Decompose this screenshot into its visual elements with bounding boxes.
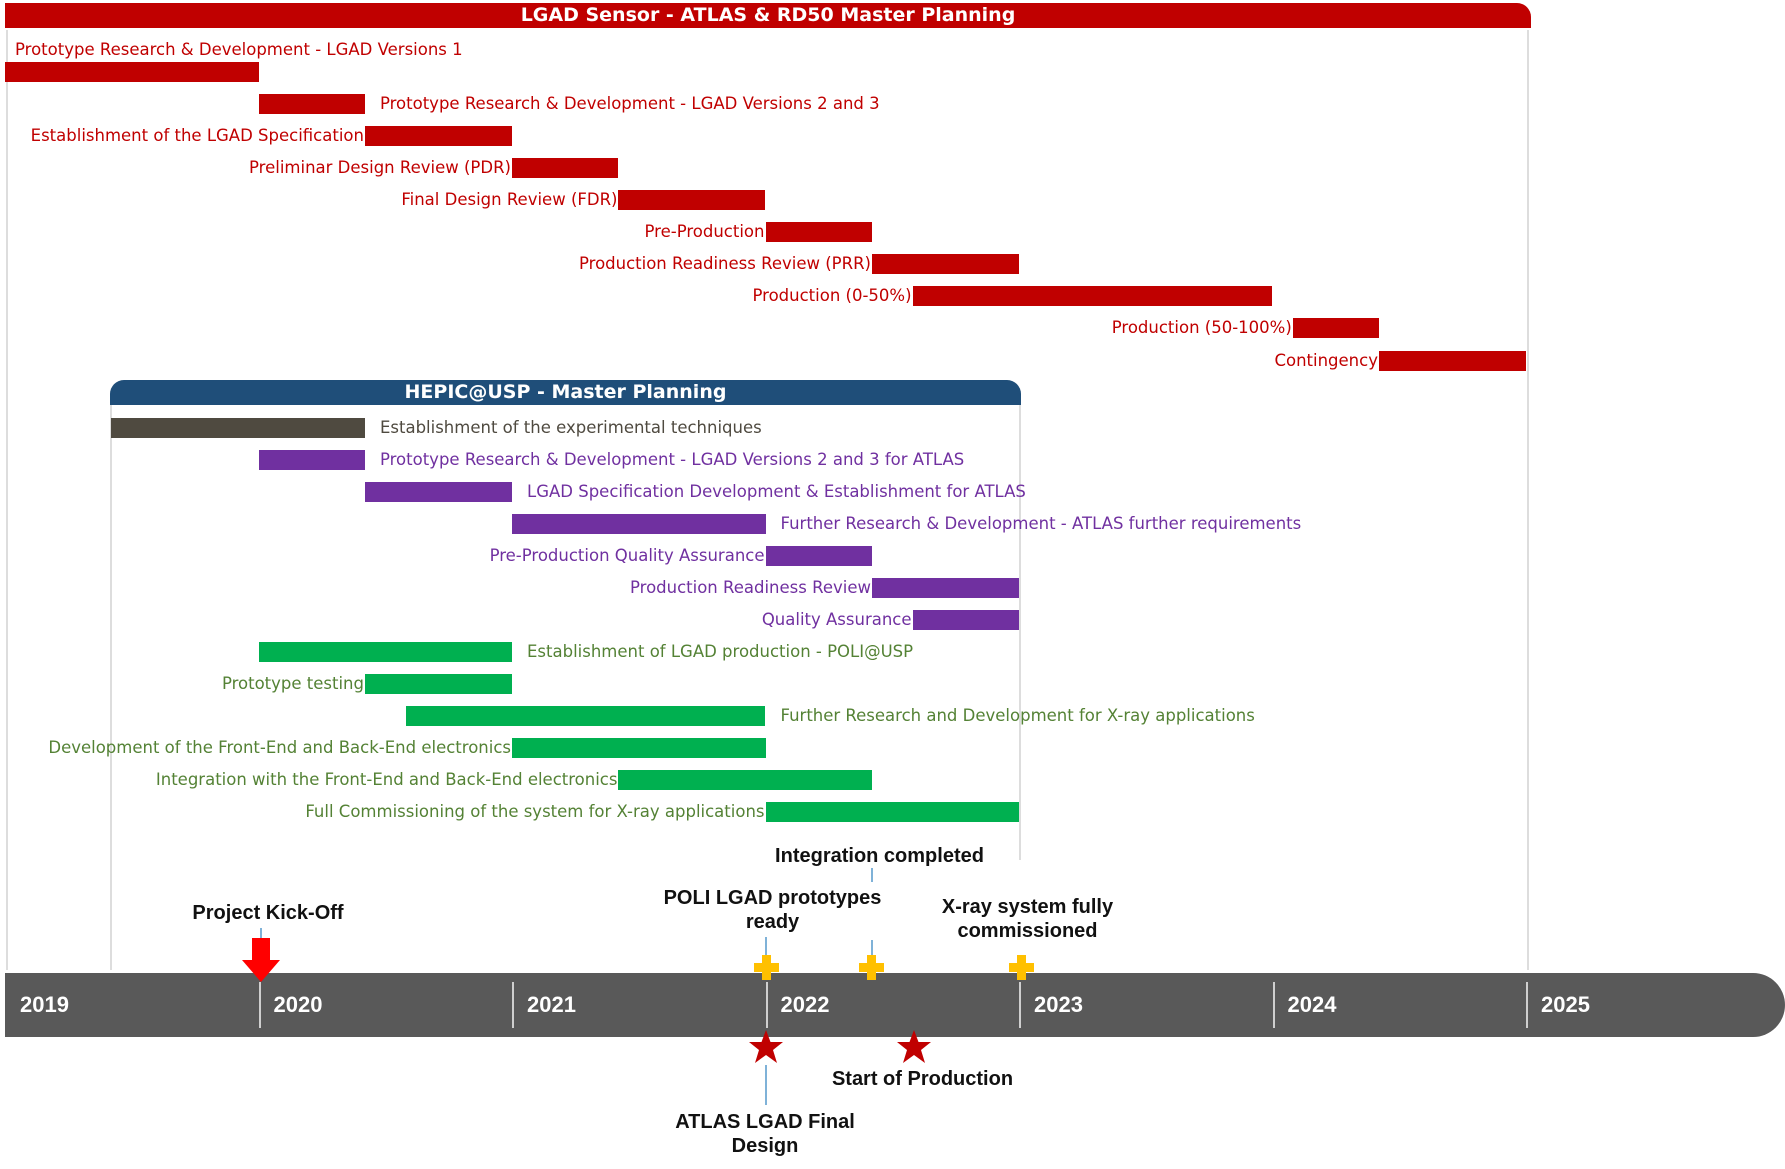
year-separator [258, 982, 261, 1028]
atlas-plan-header: LGAD Sensor - ATLAS & RD50 Master Planni… [5, 3, 1531, 28]
kickoff-arrow-icon [242, 938, 280, 982]
hepic-task-label: Quality Assurance [761, 610, 912, 629]
atlas-final-connector [765, 1065, 767, 1105]
atlas-left-guide [6, 30, 8, 970]
atlas-task-bar [5, 62, 259, 82]
hepic-task-label: Prototype Research & Development - LGAD … [379, 450, 965, 469]
hepic-plan-title: HEPIC@USP - Master Planning [404, 381, 727, 403]
hepic-task-bar [765, 802, 1019, 822]
hepic-task-bar [512, 738, 766, 758]
atlas-task-label: Contingency [1274, 351, 1378, 370]
hepic-task-bar [765, 546, 872, 566]
hepic-left-guide [110, 400, 112, 970]
year-label: 2019 [20, 992, 69, 1017]
hepic-task-label: Production Readiness Review [629, 578, 871, 597]
integration-label: Integration completed [775, 845, 984, 867]
hepic-task-bar [871, 578, 1019, 598]
atlas-task-label: Prototype Research & Development - LGAD … [15, 40, 463, 59]
hepic-task-label: Integration with the Front-End and Back-… [155, 770, 618, 789]
poli-prototypes-label-line2: ready [745, 911, 800, 933]
year-separator [1272, 982, 1275, 1028]
atlas-task-bar [512, 158, 619, 178]
hepic-task-bar [405, 706, 766, 726]
atlas-task-bar [364, 126, 512, 146]
atlas-final-label: ATLAS LGAD Final Design [660, 1110, 870, 1158]
hepic-task-label: Establishment of LGAD production - POLI@… [527, 642, 914, 661]
year-label: 2020 [273, 992, 323, 1017]
hepic-task-bar [912, 610, 1019, 630]
poli-prototypes-label: POLI LGAD prototypes ready [640, 886, 905, 934]
hepic-task-bar [364, 674, 512, 694]
atlas-task-bar [258, 94, 365, 114]
atlas-task-bar [765, 222, 872, 242]
hepic-task-bar [618, 770, 872, 790]
integration-lower-connector [871, 940, 873, 955]
atlas-task-bar [912, 286, 1273, 306]
kickoff-label: Project Kick-Off [192, 902, 344, 924]
xray-label-line1: X-ray system fully [941, 896, 1114, 918]
hepic-task-label: Further Research & Development - ATLAS f… [780, 514, 1302, 533]
year-label: 2023 [1034, 992, 1083, 1017]
hepic-task-label: Development of the Front-End and Back-En… [48, 738, 511, 757]
hepic-task-label: LGAD Specification Development & Establi… [527, 482, 1026, 501]
atlas-task-label: Final Design Review (FDR) [401, 190, 618, 209]
hepic-task-bar [364, 482, 512, 502]
atlas-task-label: Production (50-100%) [1111, 318, 1292, 337]
year-separator [765, 982, 768, 1028]
year-separator [512, 982, 514, 1028]
year-axis [5, 973, 1785, 1037]
atlas-task-label: Production Readiness Review (PRR) [578, 254, 871, 273]
year-separator [1526, 982, 1528, 1028]
atlas-plan-title: LGAD Sensor - ATLAS & RD50 Master Planni… [520, 4, 1016, 26]
hepic-task-bar [512, 514, 766, 534]
year-label: 2022 [780, 992, 830, 1017]
atlas-task-label: Pre-Production [644, 222, 765, 241]
year-separator [1019, 982, 1021, 1028]
atlas-task-bar [871, 254, 1019, 274]
integration-marker-icon [859, 955, 884, 980]
hepic-plan-header: HEPIC@USP - Master Planning [110, 380, 1021, 405]
atlas-task-label: Preliminar Design Review (PDR) [249, 158, 511, 177]
hepic-task-bar [111, 418, 365, 438]
atlas-task-label: Production (0-50%) [752, 286, 912, 305]
atlas-task-bar [1292, 318, 1379, 338]
atlas-final-label-line2: Design [731, 1135, 799, 1157]
year-label: 2021 [527, 992, 576, 1017]
hepic-task-bar [258, 642, 512, 662]
atlas-task-label: Establishment of the LGAD Specification [30, 126, 364, 145]
production-start-label: Start of Production [831, 1068, 1014, 1090]
atlas-final-star-icon [749, 1030, 783, 1063]
atlas-task-label: Prototype Research & Development - LGAD … [379, 94, 880, 113]
hepic-task-bar [258, 450, 365, 470]
atlas-task-bar [618, 190, 766, 210]
hepic-task-label: Pre-Production Quality Assurance [489, 546, 765, 565]
production-start-star-icon [897, 1030, 931, 1063]
hepic-task-label: Full Commissioning of the system for X-r… [305, 802, 765, 821]
hepic-right-guide [1019, 400, 1021, 860]
atlas-right-guide [1527, 30, 1529, 970]
xray-label: X-ray system fully commissioned [905, 895, 1150, 943]
poli-prototypes-marker-icon [754, 955, 779, 980]
atlas-final-label-line1: ATLAS LGAD Final [675, 1111, 855, 1133]
hepic-task-label: Prototype testing [221, 674, 364, 693]
poli-prototypes-connector [765, 937, 767, 955]
year-label: 2025 [1541, 992, 1590, 1017]
poli-prototypes-label-line1: POLI LGAD prototypes [663, 887, 882, 909]
hepic-task-label: Establishment of the experimental techni… [379, 418, 762, 437]
year-label: 2024 [1287, 992, 1337, 1017]
kickoff-connector [260, 928, 262, 938]
hepic-task-label: Further Research and Development for X-r… [780, 706, 1255, 725]
atlas-task-bar [1378, 351, 1526, 371]
integration-upper-connector [871, 868, 873, 882]
xray-marker-icon [1009, 955, 1034, 980]
xray-label-line2: commissioned [957, 920, 1098, 942]
